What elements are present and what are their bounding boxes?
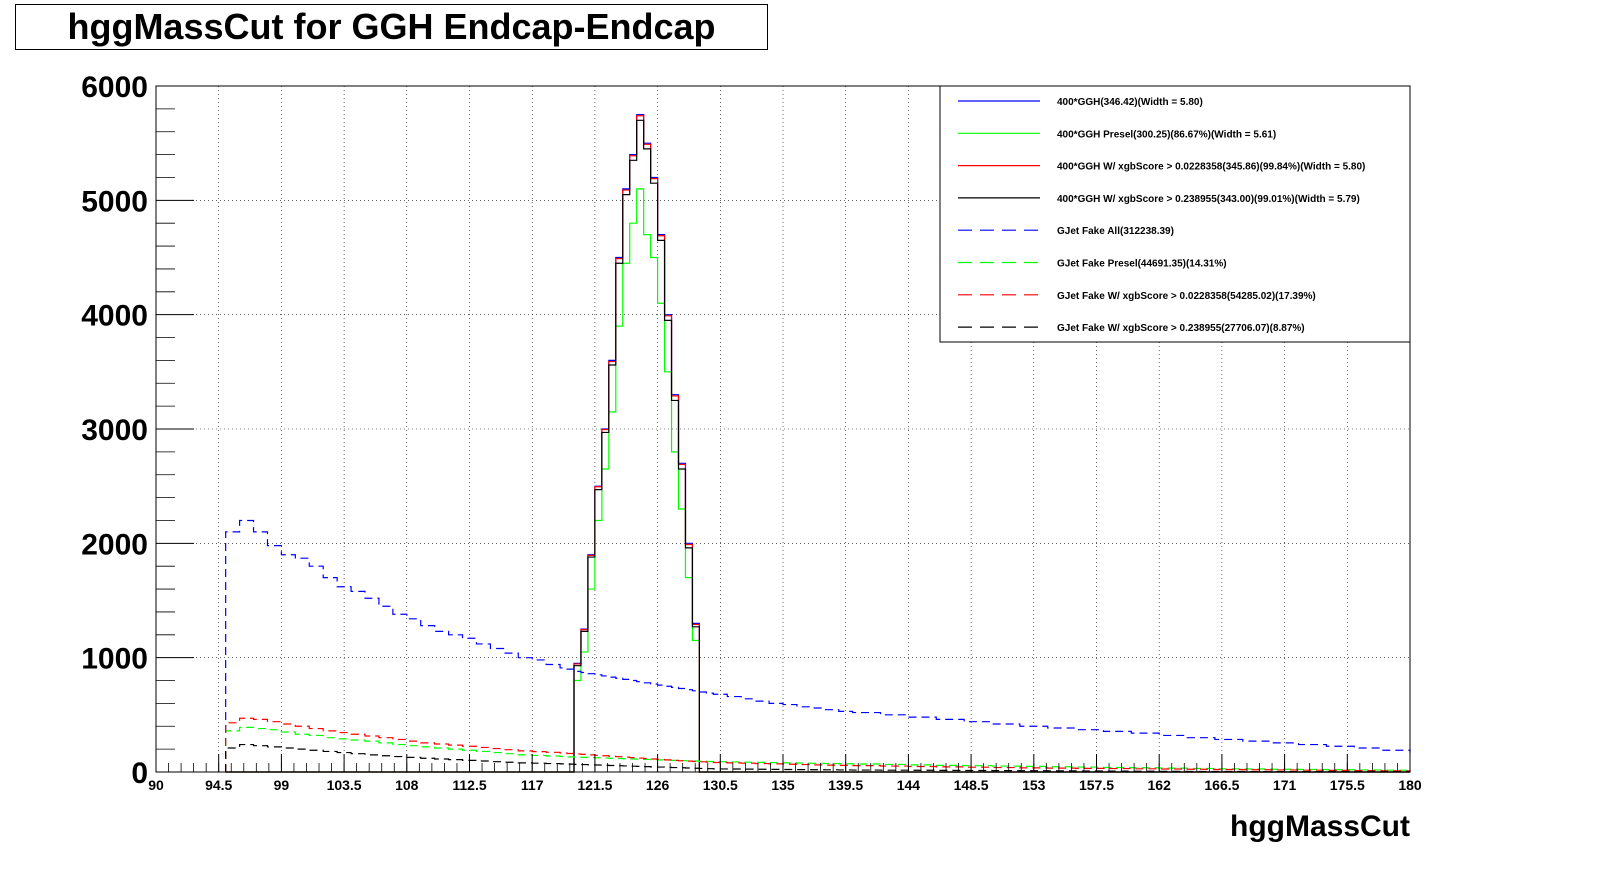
x-tick-label: 148.5 <box>954 777 989 793</box>
y-tick-label: 5000 <box>81 185 148 218</box>
x-tick-label: 117 <box>521 777 544 793</box>
legend-entry-label: GJet Fake W/ xgbScore > 0.238955(27706.0… <box>1057 323 1305 334</box>
x-tick-label: 166.5 <box>1204 777 1239 793</box>
series-line <box>225 519 1411 772</box>
y-tick-label: 1000 <box>81 643 148 676</box>
y-tick-label: 2000 <box>81 528 148 561</box>
x-axis-label: hggMassCut <box>1230 810 1410 843</box>
x-tick-label: 90 <box>148 777 164 793</box>
axes: 90 94.5 99 103.5 108 112.5 117 121.5 126 130.5 135… <box>81 71 1422 793</box>
x-tick-label: 144 <box>897 777 921 793</box>
y-tick-label: 6000 <box>81 71 148 104</box>
legend-entry-label: GJet Fake Presel(44691.35)(14.31%) <box>1057 259 1227 270</box>
x-tick-label: 175.5 <box>1330 777 1365 793</box>
legend-entry-label: 400*GGH W/ xgbScore > 0.238955(343.00)(9… <box>1057 194 1360 205</box>
y-tick-label: 4000 <box>81 300 148 333</box>
x-tick-label: 112.5 <box>452 777 486 793</box>
legend: 400*GGH(346.42)(Width = 5.80) 400*GGH Pre… <box>939 85 1411 343</box>
x-tick-label: 108 <box>395 777 419 793</box>
x-tick-label: 171 <box>1273 777 1297 793</box>
x-tick-label: 180 <box>1398 777 1422 793</box>
x-tick-label: 121.5 <box>577 777 612 793</box>
legend-entry-label: 400*GGH W/ xgbScore > 0.0228358(345.86)(… <box>1057 162 1365 173</box>
x-tick-label: 157.5 <box>1079 777 1114 793</box>
x-tick-label: 99 <box>274 777 290 793</box>
legend-box <box>939 85 1411 343</box>
x-tick-label: 126 <box>646 777 670 793</box>
x-tick-label: 103.5 <box>327 777 362 793</box>
x-tick-label: 130.5 <box>703 777 738 793</box>
series-line <box>225 743 1411 773</box>
legend-entry-label: 400*GGH Presel(300.25)(86.67%)(Width = 5… <box>1057 129 1276 140</box>
chart-title: hggMassCut for GGH Endcap-Endcap <box>67 6 716 47</box>
y-tick-label: 3000 <box>81 414 148 447</box>
y-tick-label: 0 <box>131 757 148 790</box>
legend-entry-label: 400*GGH(346.42)(Width = 5.80) <box>1057 97 1203 108</box>
x-tick-label: 153 <box>1022 777 1046 793</box>
x-tick-label: 94.5 <box>205 777 232 793</box>
x-tick-label: 135 <box>771 777 795 793</box>
legend-entry-label: GJet Fake All(312238.39) <box>1057 226 1174 237</box>
x-tick-label: 139.5 <box>828 777 863 793</box>
chart-title-box: hggMassCut for GGH Endcap-Endcap <box>15 4 768 50</box>
legend-entry-label: GJet Fake W/ xgbScore > 0.0228358(54285.… <box>1057 291 1316 302</box>
x-tick-label: 162 <box>1148 777 1172 793</box>
